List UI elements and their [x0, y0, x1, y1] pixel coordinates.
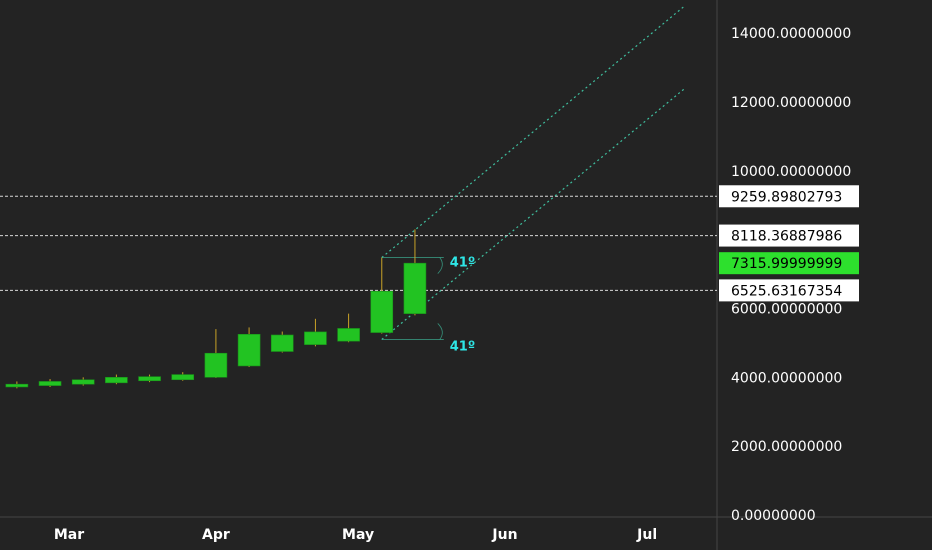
- x-tick-label-0: Mar: [54, 527, 84, 543]
- angle-arc-1: [437, 323, 443, 340]
- current-price-tag-box: [719, 252, 859, 275]
- channel-lines: [381, 5, 686, 340]
- y-tick-label-2: 4000.00000000: [731, 370, 842, 386]
- level-lines: [0, 195, 717, 291]
- level-tag-2-box: [719, 279, 859, 302]
- candle-body-13: [403, 262, 427, 314]
- angle-arc-0: [437, 257, 443, 274]
- candles: [5, 229, 427, 389]
- candle-body-7: [204, 352, 228, 378]
- candle-body-6: [171, 374, 195, 381]
- x-tick-label-4: Jul: [636, 527, 657, 543]
- level-tag-1-label: 8118.36887986: [731, 229, 842, 245]
- candle-body-4: [105, 377, 128, 384]
- price-axis-ticks: 0.00000000 2000.00000000 4000.00000000 6000…: [731, 26, 851, 524]
- y-tick-label-6: 14000.00000000: [731, 26, 851, 42]
- candle-body-11: [337, 328, 360, 342]
- time-axis-labels: Mar Apr May Jun Jul: [54, 527, 657, 543]
- y-tick-label-0: 0.00000000: [731, 508, 816, 524]
- y-tick-label-1: 2000.00000000: [731, 439, 842, 455]
- angle-markers: 41º 41º: [381, 256, 475, 354]
- candle-body-12: [370, 290, 394, 333]
- y-tick-label-3: 6000.00000000: [731, 301, 842, 317]
- candle-body-10: [304, 331, 327, 345]
- x-tick-label-2: May: [342, 527, 374, 543]
- price-tags: 9259.89802793 8118.36887986 6525.63167354 7…: [719, 185, 859, 302]
- current-price-tag-label: 7315.99999999: [731, 256, 842, 272]
- x-tick-label-3: Jun: [491, 527, 517, 543]
- candle-body-1: [5, 383, 29, 388]
- angle-label-0: 41º: [450, 256, 475, 271]
- x-tick-label-1: Apr: [202, 527, 230, 543]
- channel-line-1: [381, 87, 686, 340]
- level-tag-2-label: 6525.63167354: [731, 283, 842, 299]
- candle-body-5: [138, 376, 161, 382]
- candle-body-3: [71, 379, 95, 385]
- candle-body-8: [237, 333, 261, 367]
- angle-label-1: 41º: [450, 339, 475, 354]
- y-tick-label-4: 10000.00000000: [731, 164, 851, 180]
- candle-body-2: [38, 381, 62, 386]
- y-tick-label-5: 12000.00000000: [731, 95, 851, 111]
- level-tag-0-box: [719, 185, 859, 208]
- candle-body-9: [270, 334, 294, 352]
- channel-line-0: [381, 5, 686, 258]
- level-tag-0-label: 9259.89802793: [731, 189, 842, 205]
- level-tag-1-box: [719, 224, 859, 247]
